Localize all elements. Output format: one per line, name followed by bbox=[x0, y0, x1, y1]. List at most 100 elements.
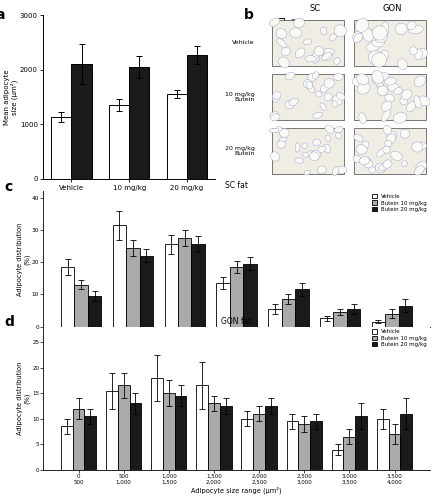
Ellipse shape bbox=[388, 84, 399, 92]
Bar bbox=[118, 386, 130, 470]
Ellipse shape bbox=[359, 112, 366, 124]
Ellipse shape bbox=[414, 166, 424, 175]
Bar bbox=[163, 393, 175, 470]
X-axis label: Adipocyte size range (μm²): Adipocyte size range (μm²) bbox=[191, 486, 282, 494]
Ellipse shape bbox=[394, 88, 403, 94]
Bar bbox=[401, 414, 412, 470]
Ellipse shape bbox=[393, 112, 407, 124]
Ellipse shape bbox=[383, 146, 390, 154]
Text: d: d bbox=[5, 315, 15, 329]
Ellipse shape bbox=[359, 156, 370, 164]
Ellipse shape bbox=[387, 134, 396, 143]
Bar bbox=[230, 267, 243, 326]
Ellipse shape bbox=[411, 142, 423, 152]
Ellipse shape bbox=[377, 82, 384, 89]
Ellipse shape bbox=[305, 56, 316, 62]
Bar bbox=[113, 225, 126, 326]
Bar bbox=[241, 419, 253, 470]
Ellipse shape bbox=[289, 98, 298, 106]
Ellipse shape bbox=[410, 46, 417, 55]
Bar bbox=[295, 290, 309, 327]
Ellipse shape bbox=[317, 146, 326, 153]
Bar bbox=[347, 309, 360, 326]
Ellipse shape bbox=[358, 82, 370, 94]
Bar bbox=[388, 434, 401, 470]
Y-axis label: Adipocyte distribution
(%): Adipocyte distribution (%) bbox=[17, 362, 31, 435]
Ellipse shape bbox=[294, 18, 305, 28]
Bar bbox=[208, 404, 220, 470]
Bar bbox=[298, 424, 310, 470]
Ellipse shape bbox=[329, 34, 336, 41]
Ellipse shape bbox=[414, 96, 421, 108]
Ellipse shape bbox=[362, 141, 369, 149]
Bar bbox=[151, 378, 163, 470]
Bar bbox=[286, 422, 298, 470]
Ellipse shape bbox=[285, 100, 294, 109]
Text: GON: GON bbox=[382, 4, 401, 14]
Ellipse shape bbox=[400, 98, 408, 104]
Ellipse shape bbox=[377, 148, 385, 157]
Ellipse shape bbox=[311, 150, 320, 159]
Ellipse shape bbox=[277, 141, 286, 148]
Ellipse shape bbox=[312, 52, 319, 64]
Bar bbox=[343, 436, 355, 470]
Ellipse shape bbox=[372, 70, 384, 84]
Ellipse shape bbox=[314, 46, 324, 56]
Ellipse shape bbox=[295, 142, 300, 152]
Bar bbox=[220, 406, 232, 470]
Ellipse shape bbox=[337, 166, 347, 173]
Text: c: c bbox=[5, 180, 13, 194]
Bar bbox=[265, 406, 277, 470]
Bar bbox=[243, 264, 257, 326]
Ellipse shape bbox=[277, 38, 286, 48]
Ellipse shape bbox=[306, 81, 312, 89]
Bar bbox=[372, 322, 385, 326]
Ellipse shape bbox=[372, 37, 385, 47]
Ellipse shape bbox=[279, 57, 289, 68]
Ellipse shape bbox=[311, 55, 320, 62]
Ellipse shape bbox=[333, 74, 343, 80]
Ellipse shape bbox=[418, 96, 430, 106]
Ellipse shape bbox=[303, 39, 312, 45]
Ellipse shape bbox=[356, 74, 369, 85]
Text: b: b bbox=[244, 8, 254, 22]
Title: SC fat: SC fat bbox=[225, 182, 248, 190]
Bar bbox=[320, 318, 333, 326]
FancyBboxPatch shape bbox=[354, 20, 426, 66]
Ellipse shape bbox=[323, 144, 331, 153]
Ellipse shape bbox=[320, 103, 326, 110]
Ellipse shape bbox=[385, 94, 395, 102]
Ellipse shape bbox=[367, 30, 378, 41]
Legend: Vehicle, Butein 10 mg/kg, Butein 20 mg/kg: Vehicle, Butein 10 mg/kg, Butein 20 mg/k… bbox=[372, 194, 427, 212]
Ellipse shape bbox=[324, 93, 332, 100]
Ellipse shape bbox=[414, 49, 423, 60]
Ellipse shape bbox=[334, 58, 340, 64]
Ellipse shape bbox=[372, 26, 387, 40]
Bar bbox=[106, 390, 118, 470]
Ellipse shape bbox=[406, 102, 416, 112]
Ellipse shape bbox=[316, 91, 322, 97]
Bar bbox=[88, 296, 102, 326]
Bar bbox=[377, 419, 388, 470]
Bar bbox=[126, 248, 140, 326]
Ellipse shape bbox=[366, 42, 380, 51]
Ellipse shape bbox=[385, 78, 396, 85]
Bar bbox=[61, 267, 74, 326]
FancyBboxPatch shape bbox=[272, 128, 344, 174]
Ellipse shape bbox=[332, 95, 343, 105]
Ellipse shape bbox=[383, 160, 392, 168]
Bar bbox=[385, 314, 399, 326]
Ellipse shape bbox=[303, 152, 309, 157]
FancyBboxPatch shape bbox=[354, 128, 426, 174]
Ellipse shape bbox=[353, 134, 363, 141]
Ellipse shape bbox=[273, 92, 281, 100]
Ellipse shape bbox=[369, 166, 375, 173]
Ellipse shape bbox=[401, 90, 412, 100]
Ellipse shape bbox=[295, 48, 305, 58]
Ellipse shape bbox=[269, 18, 280, 26]
Ellipse shape bbox=[270, 152, 279, 161]
Bar bbox=[191, 244, 205, 326]
Ellipse shape bbox=[414, 76, 426, 86]
FancyBboxPatch shape bbox=[354, 74, 426, 120]
Ellipse shape bbox=[332, 100, 338, 107]
